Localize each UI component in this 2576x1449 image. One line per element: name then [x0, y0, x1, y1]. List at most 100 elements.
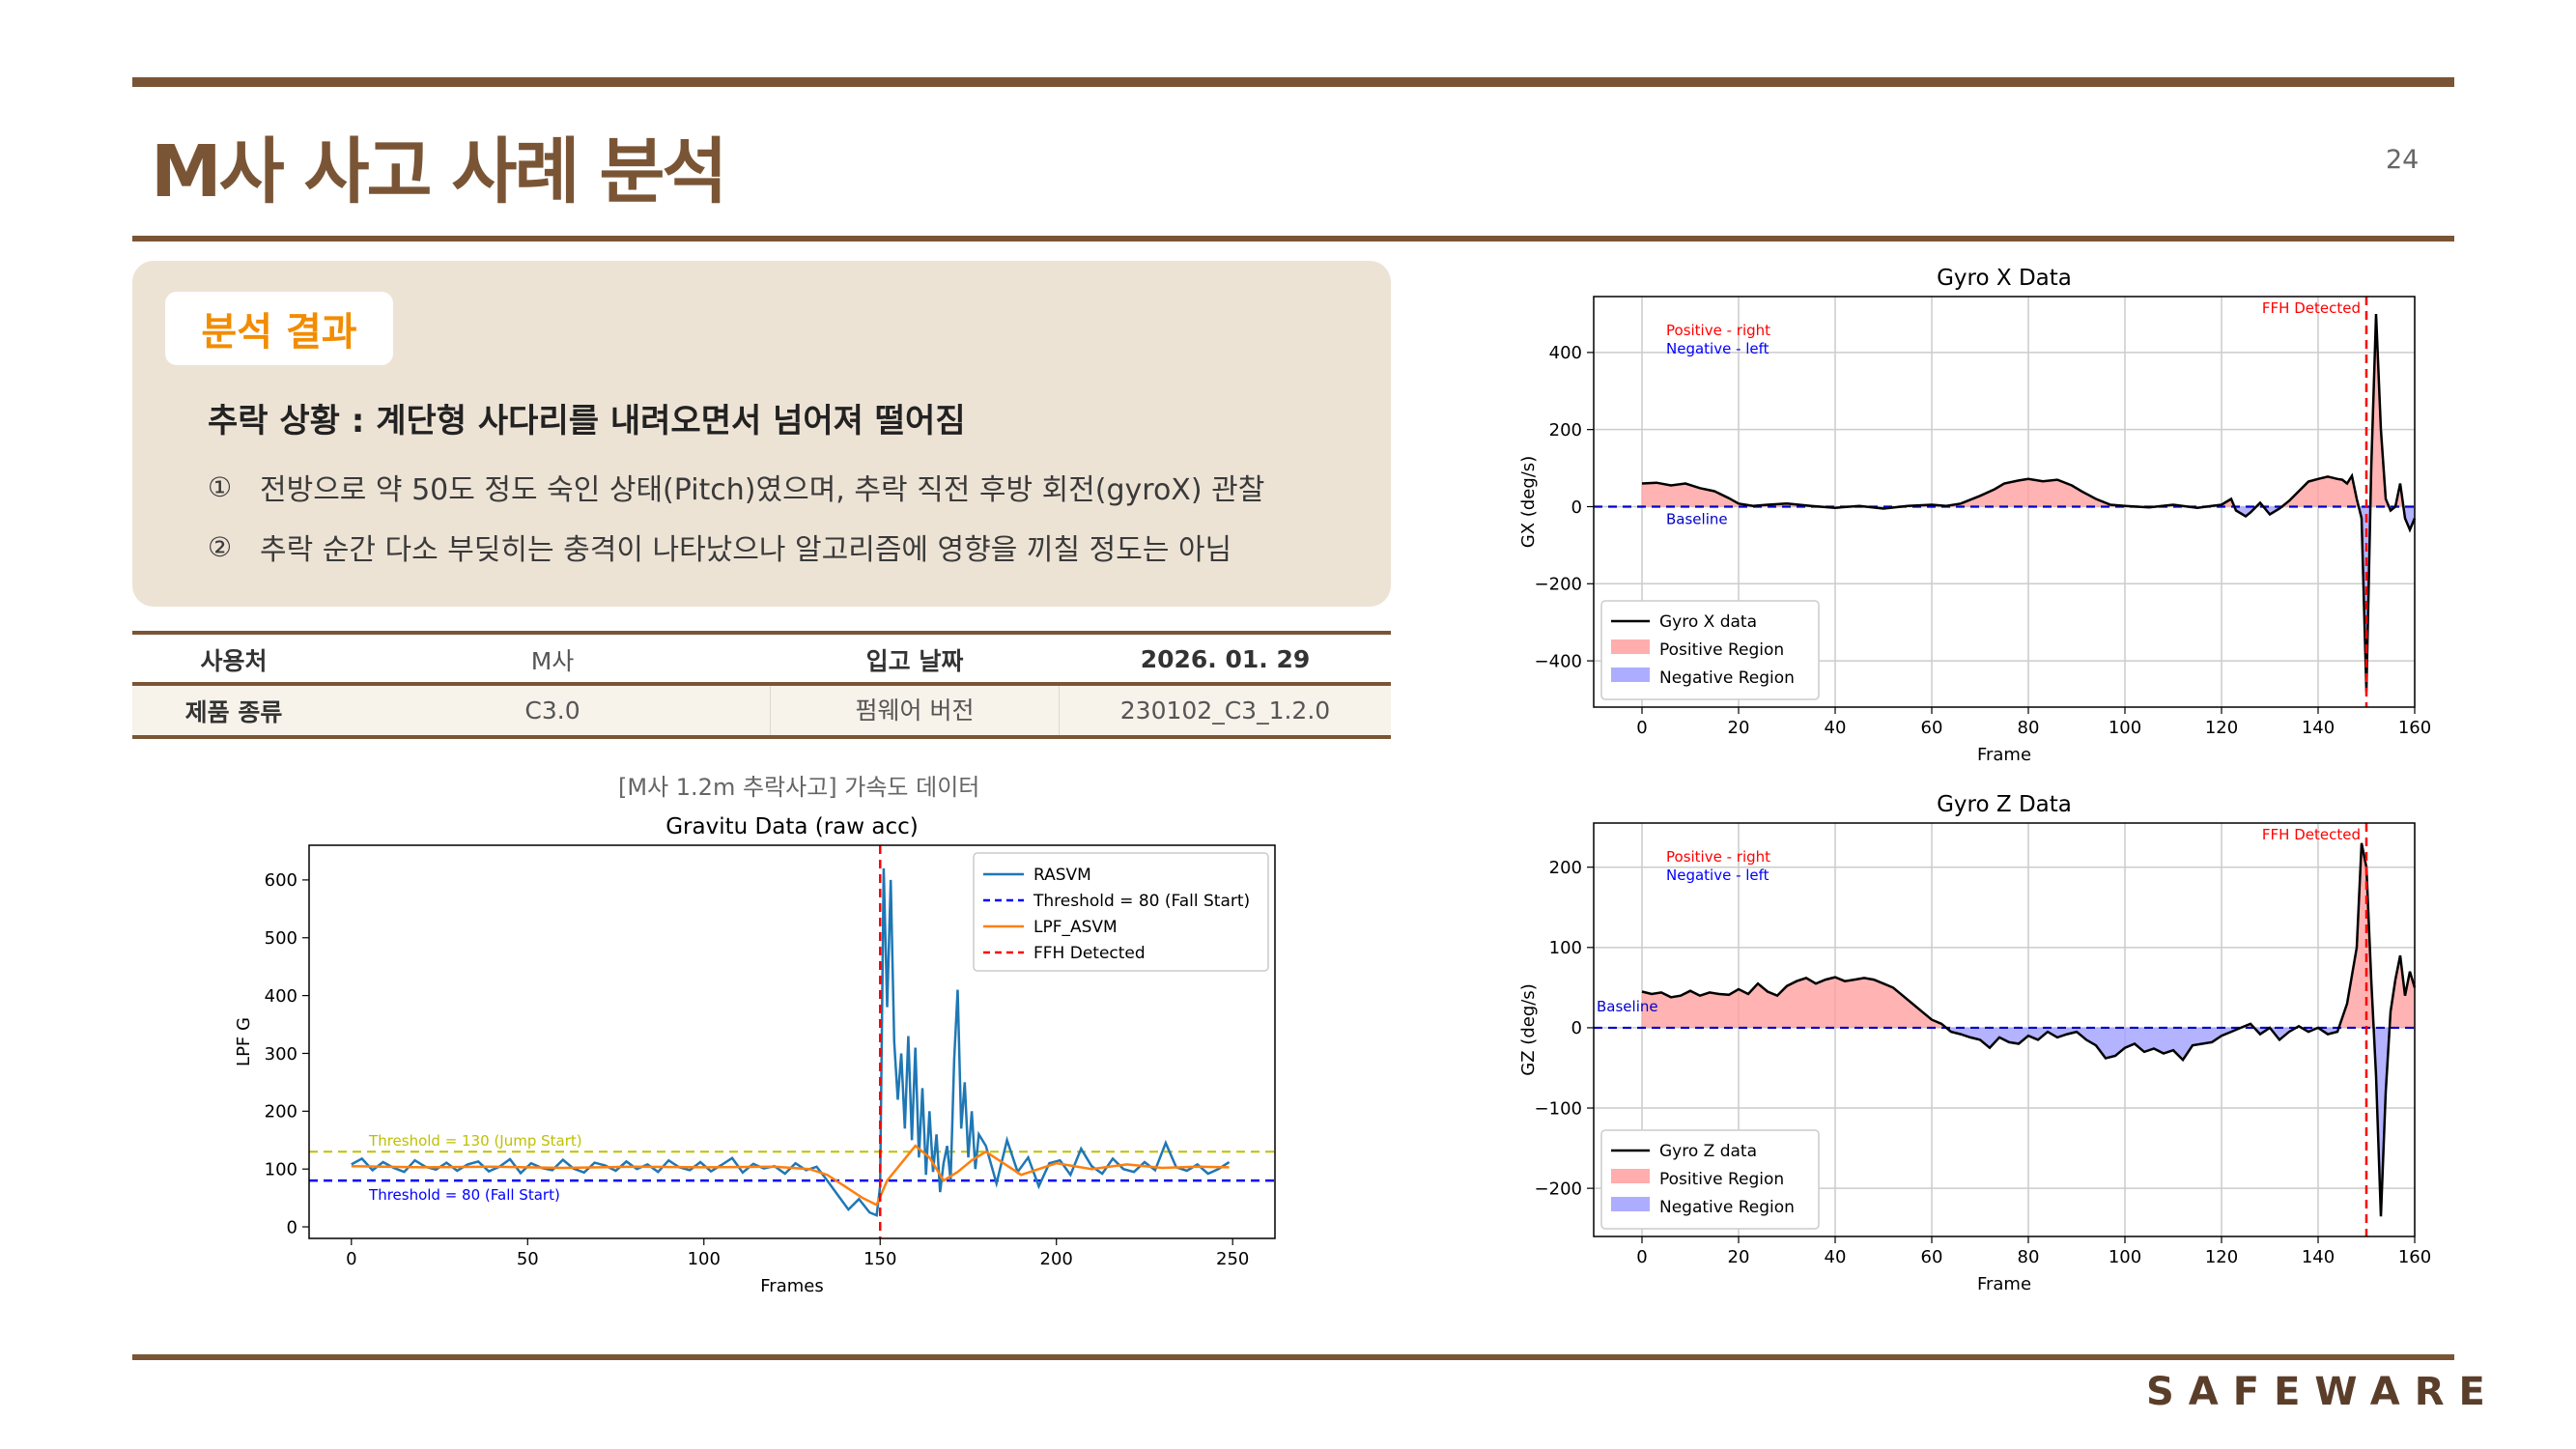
gyro-z-chart: 0 20 40 60 80 100 120 140 160 −200 −100 0 100 200 Gyro… — [1518, 792, 2431, 1294]
y-axis-label: GX (deg/s) — [1518, 456, 1539, 548]
fall-threshold-annotation: Threshold = 80 (Fall Start) — [368, 1186, 560, 1204]
y-tick-label: 0 — [1571, 497, 1582, 518]
x-tick-label: 20 — [1728, 1247, 1750, 1267]
x-tick-label: 80 — [2018, 1247, 2040, 1267]
x-tick-label: 100 — [2109, 1247, 2141, 1267]
item-number: ② — [208, 530, 233, 563]
y-tick-label: 400 — [265, 986, 297, 1007]
gravity-chart: 0 50 100 150 200 250 0 100 200 300 400 500 600 Gravit… — [234, 814, 1276, 1296]
y-tick-label: 100 — [265, 1159, 297, 1179]
y-tick-label: −400 — [1535, 651, 1582, 671]
legend-box — [1600, 1129, 1820, 1230]
baseline-label: Baseline — [1597, 998, 1658, 1015]
table-cell: M사 — [530, 646, 575, 675]
y-tick-label: −100 — [1535, 1098, 1582, 1119]
result-item: ② 추락 순간 다소 부딪히는 충격이 나타났으나 알고리즘에 영향을 끼칠 정… — [208, 526, 1231, 568]
x-tick-label: 80 — [2018, 718, 2040, 738]
x-axis-label: Frames — [760, 1276, 823, 1296]
y-tick-label: 200 — [1549, 858, 1582, 878]
page-number: 24 — [2386, 145, 2420, 175]
lpf-asvm-series-line — [351, 1144, 1230, 1208]
baseline-label: Baseline — [1666, 510, 1728, 527]
legend-label: Threshold = 80 (Fall Start) — [1033, 892, 1250, 911]
legend-label: Positive Region — [1659, 1170, 1784, 1189]
x-tick-label: 0 — [346, 1249, 356, 1269]
y-tick-label: 0 — [1571, 1018, 1582, 1038]
legend-label: Gyro X data — [1659, 612, 1757, 632]
x-tick-label: 60 — [1921, 1247, 1943, 1267]
jump-threshold-annotation: Threshold = 130 (Jump Start) — [368, 1132, 582, 1150]
analysis-result-tag: 분석 결과 — [165, 292, 393, 365]
y-tick-label: 100 — [1549, 938, 1582, 958]
ffh-detected-label: FFH Detected — [2262, 299, 2361, 317]
result-item: ① 전방으로 약 50도 정도 숙인 상태(Pitch)였으며, 추락 직전 후… — [208, 466, 1264, 508]
y-tick-label: 200 — [1549, 420, 1582, 440]
fall-situation-headline: 추락 상황 : 계단형 사다리를 내려오면서 넘어져 떨어짐 — [208, 402, 966, 440]
y-tick-label: 300 — [265, 1044, 297, 1065]
table-cell: C3.0 — [524, 696, 580, 724]
negative-annotation: Negative - left — [1666, 340, 1769, 357]
x-tick-label: 0 — [1636, 1247, 1647, 1267]
chart-title: Gyro X Data — [1937, 266, 2072, 291]
positive-annotation: Positive - right — [1666, 848, 1770, 866]
table-cell: 사용처 — [200, 646, 268, 675]
x-tick-label: 250 — [1216, 1249, 1249, 1269]
positive-region-fill — [1642, 314, 2415, 507]
y-tick-label: 200 — [265, 1102, 297, 1122]
negative-annotation: Negative - left — [1666, 867, 1769, 884]
table-rule — [132, 631, 1391, 635]
table-cell: 펌웨어 버전 — [770, 686, 1060, 735]
y-axis-label: GZ (deg/s) — [1518, 983, 1539, 1075]
info-table: 사용처 M사 입고 날짜 2026. 01. 29 제품 종류 C3.0 펌웨어… — [132, 631, 1391, 739]
table-rule — [132, 682, 1391, 686]
plot-frame — [308, 844, 1276, 1239]
legend-label: Positive Region — [1659, 640, 1784, 660]
legend-swatch — [1611, 639, 1650, 654]
table-rule — [132, 735, 1391, 739]
y-tick-label: 600 — [265, 870, 297, 891]
item-text: 추락 순간 다소 부딪히는 충격이 나타났으나 알고리즘에 영향을 끼칠 정도는… — [260, 533, 1232, 567]
x-tick-label: 20 — [1728, 718, 1750, 738]
legend-label: Gyro Z data — [1659, 1142, 1757, 1161]
x-tick-label: 100 — [2109, 718, 2141, 738]
x-tick-label: 40 — [1825, 1247, 1847, 1267]
x-tick-label: 150 — [863, 1249, 896, 1269]
y-tick-label: −200 — [1535, 575, 1582, 595]
x-tick-label: 0 — [1636, 718, 1647, 738]
footer-rule — [132, 1354, 2454, 1360]
y-tick-label: −200 — [1535, 1179, 1582, 1199]
gyro-series-line — [1641, 842, 2417, 1217]
x-tick-label: 100 — [688, 1249, 721, 1269]
x-tick-label: 140 — [2302, 1247, 2335, 1267]
chart-title: Gyro Z Data — [1937, 792, 2072, 817]
table-cell: 230102_C3_1.2.0 — [1119, 696, 1331, 724]
positive-annotation: Positive - right — [1666, 322, 1770, 339]
y-tick-label: 400 — [1549, 343, 1582, 363]
header-top-rule — [132, 77, 2454, 87]
legend-label: Negative Region — [1659, 1198, 1795, 1217]
table-row: 제품 종류 C3.0 펌웨어 버전 230102_C3_1.2.0 — [132, 686, 1391, 735]
x-tick-label: 120 — [2205, 1247, 2238, 1267]
x-axis-label: Frame — [1977, 1274, 2031, 1294]
x-tick-label: 40 — [1825, 718, 1847, 738]
x-axis-label: Frame — [1977, 745, 2031, 765]
y-axis-label: LPF G — [234, 1017, 254, 1066]
legend-label: Negative Region — [1659, 668, 1795, 688]
table-row: 사용처 M사 입고 날짜 2026. 01. 29 — [132, 635, 1391, 684]
item-text: 전방으로 약 50도 정도 숙인 상태(Pitch)였으며, 추락 직전 후방 … — [260, 473, 1265, 507]
table-cell: 입고 날짜 — [865, 646, 964, 675]
page-title: M사 사고 사례 분석 — [151, 130, 727, 213]
legend-box — [1600, 600, 1820, 700]
x-tick-label: 160 — [2398, 1247, 2431, 1267]
legend-label: LPF_ASVM — [1033, 918, 1118, 937]
x-tick-label: 160 — [2398, 718, 2431, 738]
plot-frame — [1593, 296, 2416, 708]
legend-swatch — [1611, 1169, 1650, 1183]
analysis-result-box: 분석 결과 추락 상황 : 계단형 사다리를 내려오면서 넘어져 떨어짐 ① 전… — [132, 261, 1391, 607]
x-tick-label: 50 — [517, 1249, 539, 1269]
brand-logo: SAFEWARE — [2146, 1370, 2500, 1414]
table-cell: 2026. 01. 29 — [1140, 645, 1311, 673]
ffh-detected-label: FFH Detected — [2262, 826, 2361, 843]
legend-label: RASVM — [1033, 866, 1091, 885]
gyro-series-line — [1641, 313, 2417, 693]
